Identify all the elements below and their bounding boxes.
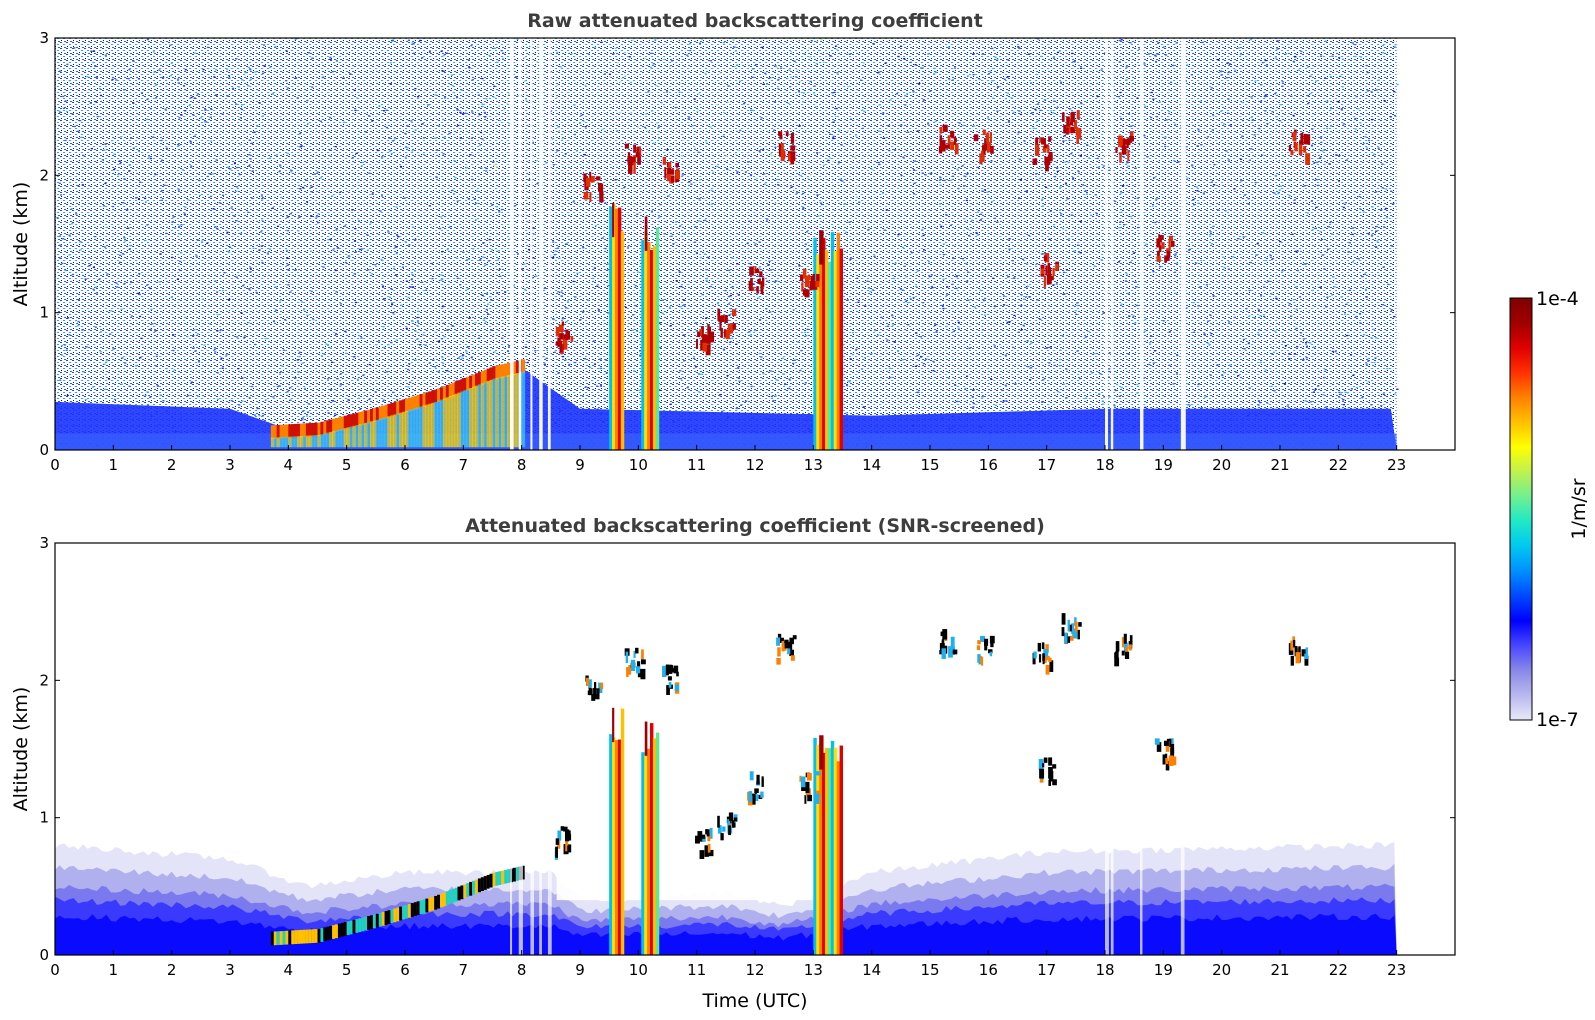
x-tick-label: 18 <box>1095 961 1114 979</box>
colorbar-min-label: 1e-7 <box>1536 709 1579 731</box>
x-tick-label: 9 <box>575 961 585 979</box>
panel-1-ylabel: Altitude (km) <box>10 182 32 307</box>
colorbar-max-label: 1e-4 <box>1536 288 1579 310</box>
x-tick-label: 13 <box>804 456 823 474</box>
data-gaps <box>510 543 1185 955</box>
data-gaps <box>510 38 1186 450</box>
precip-columns <box>609 202 843 450</box>
screened-gap <box>556 824 814 901</box>
x-tick-label: 12 <box>745 456 764 474</box>
x-tick-label: 8 <box>517 456 527 474</box>
x-tick-label: 4 <box>284 961 294 979</box>
x-tick-label: 23 <box>1387 961 1406 979</box>
x-tick-label: 2 <box>167 961 177 979</box>
y-tick-label: 0 <box>39 946 49 964</box>
x-tick-label: 12 <box>745 961 764 979</box>
y-tick-label: 2 <box>39 671 49 689</box>
x-tick-label: 7 <box>459 961 469 979</box>
x-tick-label: 6 <box>400 456 410 474</box>
x-tick-label: 0 <box>50 456 60 474</box>
aerosol-layer <box>270 865 525 946</box>
colorbar-unit-label: 1/m/sr <box>1568 478 1590 539</box>
x-tick-label: 18 <box>1095 456 1114 474</box>
x-tick-label: 2 <box>167 456 177 474</box>
panel-2-axes: 0 1 2 3 4 5 6 7 8 9 10 11 12 13 14 15 16 17 18 19 20 21 22 2301… <box>39 534 1455 979</box>
x-tick-label: 22 <box>1329 961 1348 979</box>
x-tick-label: 13 <box>804 961 823 979</box>
x-tick-label: 23 <box>1387 456 1406 474</box>
x-tick-label: 17 <box>1037 961 1056 979</box>
x-tick-label: 14 <box>862 961 881 979</box>
cloud-patches <box>555 110 1311 356</box>
x-tick-label: 3 <box>225 456 235 474</box>
x-tick-label: 7 <box>459 456 469 474</box>
y-tick-label: 0 <box>39 441 49 459</box>
x-tick-label: 3 <box>225 961 235 979</box>
x-tick-label: 1 <box>109 961 119 979</box>
x-tick-label: 4 <box>284 456 294 474</box>
y-tick-label: 3 <box>39 534 49 552</box>
x-axis-label: Time (UTC) <box>701 990 807 1012</box>
x-tick-label: 6 <box>400 961 410 979</box>
x-tick-label: 20 <box>1212 961 1231 979</box>
x-tick-label: 16 <box>979 961 998 979</box>
x-tick-label: 5 <box>342 961 352 979</box>
x-tick-label: 1 <box>109 456 119 474</box>
y-tick-label: 2 <box>39 166 49 184</box>
x-tick-label: 11 <box>687 456 706 474</box>
x-tick-label: 19 <box>1154 456 1173 474</box>
y-tick-label: 1 <box>39 304 49 322</box>
y-tick-label: 1 <box>39 809 49 827</box>
x-tick-label: 15 <box>920 456 939 474</box>
panel-screened: Attenuated backscattering coefficient (S… <box>10 515 1456 1012</box>
panel-raw: Raw attenuated backscattering coefficien… <box>10 10 1456 474</box>
x-tick-label: 21 <box>1270 961 1289 979</box>
x-tick-label: 22 <box>1329 456 1348 474</box>
x-tick-label: 8 <box>517 961 527 979</box>
x-tick-label: 5 <box>342 456 352 474</box>
x-tick-label: 9 <box>575 456 585 474</box>
x-tick-label: 15 <box>920 961 939 979</box>
precip-columns <box>609 707 843 955</box>
x-tick-label: 0 <box>50 961 60 979</box>
screened-layer-band <box>55 913 1397 955</box>
panel-2-title: Attenuated backscattering coefficient (S… <box>465 515 1045 537</box>
panel-1-axes: 0 1 2 3 4 5 6 7 8 9 10 11 12 13 14 15 16 17 18 19 20 21 22 2301… <box>39 29 1455 474</box>
x-tick-label: 20 <box>1212 456 1231 474</box>
x-tick-label: 10 <box>629 456 648 474</box>
x-tick-label: 16 <box>979 456 998 474</box>
heatmap-screened <box>55 543 1397 955</box>
panel-1-title: Raw attenuated backscattering coefficien… <box>527 10 983 32</box>
y-tick-label: 3 <box>39 29 49 47</box>
panel-2-ylabel: Altitude (km) <box>10 687 32 812</box>
heatmap-raw <box>55 38 1399 450</box>
x-tick-label: 14 <box>862 456 881 474</box>
x-tick-label: 11 <box>687 961 706 979</box>
cloud-patches <box>554 613 1309 860</box>
colorbar: 1e-4 1e-7 1/m/sr <box>1509 288 1590 731</box>
x-tick-label: 17 <box>1037 456 1056 474</box>
surface-layer <box>55 433 1397 450</box>
x-tick-label: 10 <box>629 961 648 979</box>
noise-field <box>55 38 1397 450</box>
colorbar-gradient <box>1509 297 1533 721</box>
x-tick-label: 19 <box>1154 961 1173 979</box>
x-tick-label: 21 <box>1270 456 1289 474</box>
